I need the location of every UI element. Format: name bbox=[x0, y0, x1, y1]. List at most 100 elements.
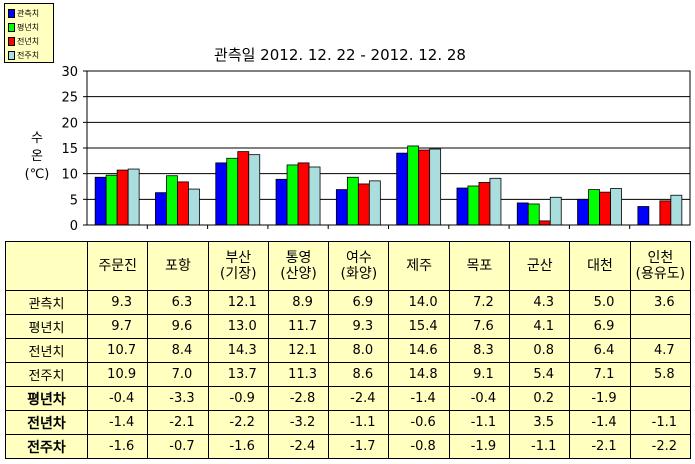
table-cell: 8.4 bbox=[147, 338, 209, 363]
table-header-row: 주문진 포항 부산 (기장) 통영 (산양) 여수 (화양) 제주 목포 군산 대천 인천 (용유도) bbox=[5, 241, 691, 291]
column-header: 포항 bbox=[147, 241, 209, 291]
table-row: 관측치 9.3 6.3 12.1 8.9 6.9 14.0 7.2 4.3 5.0 3.6 bbox=[5, 290, 691, 315]
table-row: 전년차 -1.4 -2.1 -2.2 -3.2 -1.1 -0.6 -1.1 3.5 -1.4 -1… bbox=[5, 410, 691, 435]
y-axis-label-line: 온 bbox=[31, 149, 43, 164]
column-header: 여수 (화양) bbox=[328, 241, 390, 291]
bar bbox=[637, 206, 650, 226]
table-cell: 4.3 bbox=[509, 290, 571, 315]
bar bbox=[599, 191, 611, 226]
table-cell: -1.1 bbox=[448, 410, 511, 435]
table-cell: 12.1 bbox=[207, 290, 269, 315]
bar bbox=[275, 178, 288, 226]
table-cell: 8.9 bbox=[267, 290, 330, 315]
table-cell: 4.1 bbox=[509, 314, 571, 339]
table-cell: -1.4 bbox=[388, 386, 450, 411]
bar bbox=[346, 176, 359, 226]
table-cell: -1.4 bbox=[86, 410, 149, 435]
table-cell: 13.0 bbox=[207, 314, 269, 339]
table-cell: 11.7 bbox=[267, 314, 330, 339]
table-cell: 10.7 bbox=[86, 338, 149, 363]
table-cell: 9.3 bbox=[86, 290, 149, 315]
bar bbox=[368, 180, 381, 226]
legend-swatch bbox=[8, 23, 15, 32]
bar bbox=[226, 157, 239, 226]
bar bbox=[659, 200, 672, 226]
table-cell: -1.7 bbox=[328, 434, 390, 459]
column-header: 인천 (용유도) bbox=[629, 241, 691, 291]
column-header: 주문진 bbox=[86, 241, 149, 291]
y-axis-label-line: (℃) bbox=[25, 167, 50, 182]
table-cell: -3.3 bbox=[147, 386, 209, 411]
table-cell: -0.9 bbox=[207, 386, 269, 411]
legend-item: 평년치 bbox=[8, 21, 39, 34]
table-cell: 15.4 bbox=[388, 314, 450, 339]
table-cell: -2.1 bbox=[147, 410, 209, 435]
table-cell: 10.9 bbox=[86, 362, 149, 387]
bar bbox=[538, 220, 551, 226]
table-cell: 0.2 bbox=[509, 386, 571, 411]
bar bbox=[94, 176, 107, 226]
bar bbox=[577, 198, 589, 226]
row-label: 전년치 bbox=[5, 338, 88, 363]
table-row: 전년치 10.7 8.4 14.3 12.1 8.0 14.6 8.3 0.8 6.4 4.7 bbox=[5, 338, 691, 363]
table-cell: 8.0 bbox=[328, 338, 390, 363]
table-cell: -2.2 bbox=[629, 434, 691, 459]
bar bbox=[670, 194, 683, 226]
bar bbox=[516, 202, 529, 226]
table-cell: -3.2 bbox=[267, 410, 330, 435]
legend-label: 전주치 bbox=[17, 51, 40, 60]
table-cell: -1.1 bbox=[328, 410, 390, 435]
bar bbox=[588, 189, 600, 226]
table-cell: -1.9 bbox=[448, 434, 511, 459]
bar bbox=[456, 187, 469, 226]
y-axis-label-line: 수 bbox=[31, 131, 43, 146]
table-cell: -0.6 bbox=[388, 410, 450, 435]
row-label: 전주차 bbox=[5, 434, 88, 459]
table-cell: 6.9 bbox=[328, 290, 390, 315]
bar bbox=[116, 169, 129, 226]
legend-item: 전주치 bbox=[8, 49, 39, 62]
bar bbox=[127, 168, 140, 226]
table-cell: 5.0 bbox=[569, 290, 631, 315]
bar bbox=[549, 196, 562, 226]
bar bbox=[177, 181, 189, 226]
legend-swatch bbox=[8, 9, 15, 18]
table-cell: 7.1 bbox=[569, 362, 631, 387]
data-table: 주문진 포항 부산 (기장) 통영 (산양) 여수 (화양) 제주 목포 군산 대천 인천 (용유도) 관… bbox=[5, 241, 691, 459]
bar bbox=[489, 177, 502, 226]
table-cell: -0.4 bbox=[448, 386, 511, 411]
bar bbox=[155, 192, 167, 226]
legend-swatch bbox=[8, 51, 15, 60]
table-cell: 9.6 bbox=[147, 314, 209, 339]
table-cell: 6.4 bbox=[569, 338, 631, 363]
table-cell: -1.6 bbox=[86, 434, 149, 459]
legend-item: 전년치 bbox=[8, 35, 39, 48]
y-tick-label: 15 bbox=[61, 142, 78, 157]
y-axis-label: 수온 (℃) bbox=[25, 131, 50, 182]
table-row: 평년차 -0.4 -3.3 -0.9 -2.8 -2.4 -1.4 -0.4 0.2 -1.9 bbox=[5, 386, 691, 411]
legend-label: 평년치 bbox=[17, 23, 40, 32]
bar bbox=[357, 183, 370, 226]
table-cell bbox=[629, 314, 691, 339]
table-cell: 0.8 bbox=[509, 338, 571, 363]
table-cell: -1.9 bbox=[569, 386, 631, 411]
table-cell: 8.3 bbox=[448, 338, 511, 363]
table-cell: 7.2 bbox=[448, 290, 511, 315]
table-row: 전주치 10.9 7.0 13.7 11.3 8.6 14.8 9.1 5.4 7.1 5.8 bbox=[5, 362, 691, 387]
bar bbox=[478, 181, 491, 226]
y-tick-label: 25 bbox=[61, 91, 78, 106]
table-cell: 5.4 bbox=[509, 362, 571, 387]
table-cell: 11.3 bbox=[267, 362, 330, 387]
legend-item: 관측치 bbox=[8, 7, 39, 20]
table-cell: -2.8 bbox=[267, 386, 330, 411]
column-header: 대천 bbox=[569, 241, 631, 291]
y-tick-label: 10 bbox=[61, 168, 78, 183]
table-cell: 7.0 bbox=[147, 362, 209, 387]
plot-frame bbox=[86, 70, 691, 226]
bar bbox=[188, 188, 200, 226]
table-cell: 4.7 bbox=[629, 338, 691, 363]
column-header: 부산 (기장) bbox=[207, 241, 269, 291]
y-tick-label: 20 bbox=[61, 116, 78, 131]
bar-chart: 관측일 2012. 12. 22 - 2012. 12. 28 수온 (℃) 0 5… bbox=[25, 46, 691, 234]
table-cell: 9.7 bbox=[86, 314, 149, 339]
